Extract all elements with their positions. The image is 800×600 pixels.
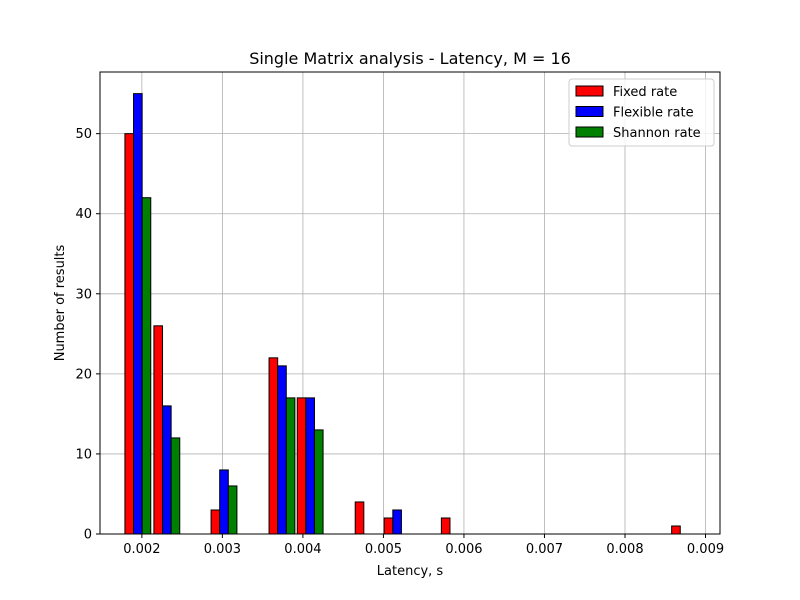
bar-shannon-rate <box>170 437 181 535</box>
x-tick-label: 0.009 <box>687 542 724 557</box>
bar-fixed-rate <box>268 357 279 535</box>
bar-fixed-rate <box>153 325 164 535</box>
bar-flexible-rate <box>392 509 402 535</box>
plot-background <box>100 72 720 534</box>
legend-box <box>568 78 715 147</box>
y-tick-label: 20 <box>75 367 92 382</box>
x-tick-label: 0.007 <box>526 542 563 557</box>
bar-shannon-rate <box>313 429 324 535</box>
bar-fixed-rate <box>354 501 365 535</box>
bar-fixed-rate <box>671 525 681 535</box>
bars <box>124 93 681 535</box>
x-tick-label: 0.006 <box>445 542 482 557</box>
y-tick-label: 40 <box>75 207 92 222</box>
x-tick-label: 0.005 <box>365 542 402 557</box>
legend-swatch-shannon-rate <box>575 126 604 138</box>
x-tick-label: 0.004 <box>284 542 321 557</box>
y-tick-label: 30 <box>75 287 92 302</box>
y-axis-ticks: 0 10 20 30 40 50 <box>75 127 100 543</box>
legend-label-shannon-rate: Shannon rate <box>613 126 701 141</box>
y-tick-label: 50 <box>75 127 92 142</box>
bar-flexible-rate <box>277 365 287 535</box>
x-axis-ticks: 0.002 0.003 0.004 0.005 0.006 0.007 0.008 0.009 <box>123 534 724 557</box>
bar-fixed-rate <box>440 517 451 535</box>
bar-flexible-rate <box>162 405 172 535</box>
y-tick-label: 0 <box>84 528 92 543</box>
bar-shannon-rate <box>227 485 238 535</box>
bar-fixed-rate <box>124 133 135 535</box>
legend-label-fixed-rate: Fixed rate <box>613 85 677 100</box>
x-tick-label: 0.003 <box>204 542 241 557</box>
x-axis-label: Latency, s <box>377 564 444 579</box>
legend-swatch-fixed-rate <box>575 85 604 97</box>
bar-flexible-rate <box>133 93 143 535</box>
bar-flexible-rate <box>219 469 229 535</box>
legend-swatch-flexible-rate <box>575 106 604 117</box>
plot-frame <box>99 71 721 535</box>
y-tick-label: 10 <box>75 447 92 462</box>
legend-label-flexible-rate: Flexible rate <box>613 106 694 121</box>
chart-title: Single Matrix analysis - Latency, M = 16 <box>249 49 571 68</box>
x-tick-label: 0.002 <box>123 542 160 557</box>
bar-shannon-rate <box>141 197 152 535</box>
bar-fixed-rate <box>296 397 307 535</box>
bar-fixed-rate <box>383 517 394 535</box>
bar-fixed-rate <box>210 509 221 535</box>
bar-flexible-rate <box>305 397 315 535</box>
legend: Fixed rate Flexible rate Shannon rate <box>568 78 715 147</box>
y-axis-label: Number of results <box>53 244 68 361</box>
bar-shannon-rate <box>285 397 296 535</box>
x-tick-label: 0.008 <box>606 542 643 557</box>
